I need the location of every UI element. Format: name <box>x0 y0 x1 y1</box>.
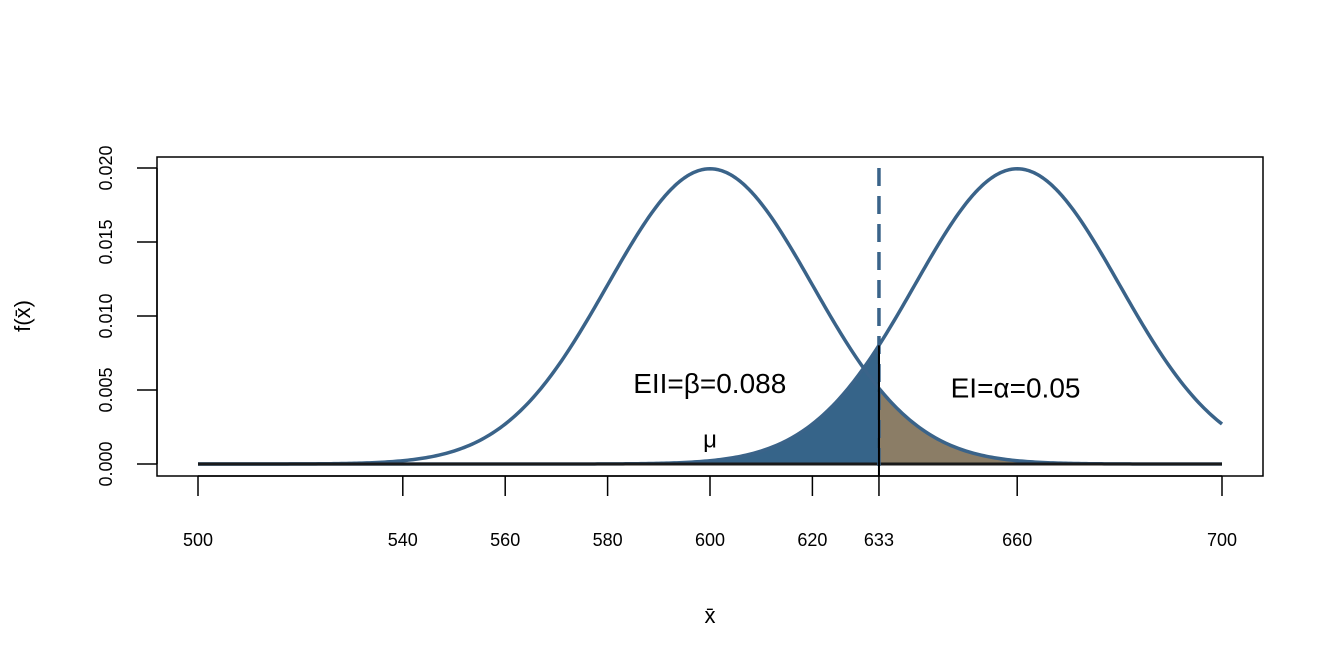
x-tick-label-660: 660 <box>1002 530 1032 550</box>
y-tick-label-0.010: 0.010 <box>96 293 116 338</box>
series-lines <box>198 167 1224 466</box>
density-curve-2 <box>198 167 1224 466</box>
x-axis: 500 540 560 580 600 620 633 660 700 <box>183 475 1237 550</box>
x-tick-label-540: 540 <box>388 530 418 550</box>
y-tick-label-0.015: 0.015 <box>96 219 116 264</box>
y-axis-title: f(x̄) <box>10 300 35 332</box>
annotation-2: EI=α=0.05 <box>951 372 1081 403</box>
x-tick-label-560: 560 <box>490 530 520 550</box>
x-tick-label-633: 633 <box>864 530 894 550</box>
density-curve-1 <box>198 167 1222 466</box>
x-tick-label-700: 700 <box>1207 530 1237 550</box>
x-tick-label-580: 580 <box>593 530 623 550</box>
y-tick-label-0.000: 0.000 <box>96 441 116 486</box>
y-tick-label-0.005: 0.005 <box>96 367 116 412</box>
x-tick-label-500: 500 <box>183 530 213 550</box>
x-axis-title: x̄ <box>705 603 716 628</box>
y-tick-label-0.020: 0.020 <box>96 145 116 190</box>
mu-label: μ <box>703 427 717 454</box>
annotation-1: EII=β=0.088 <box>633 368 786 399</box>
annotations: EII=β=0.088 EI=α=0.05 μ <box>633 368 1080 454</box>
x-tick-label-600: 600 <box>695 530 725 550</box>
x-tick-label-620: 620 <box>797 530 827 550</box>
y-axis: 0.000 0.005 0.010 0.015 0.020 <box>96 145 158 487</box>
